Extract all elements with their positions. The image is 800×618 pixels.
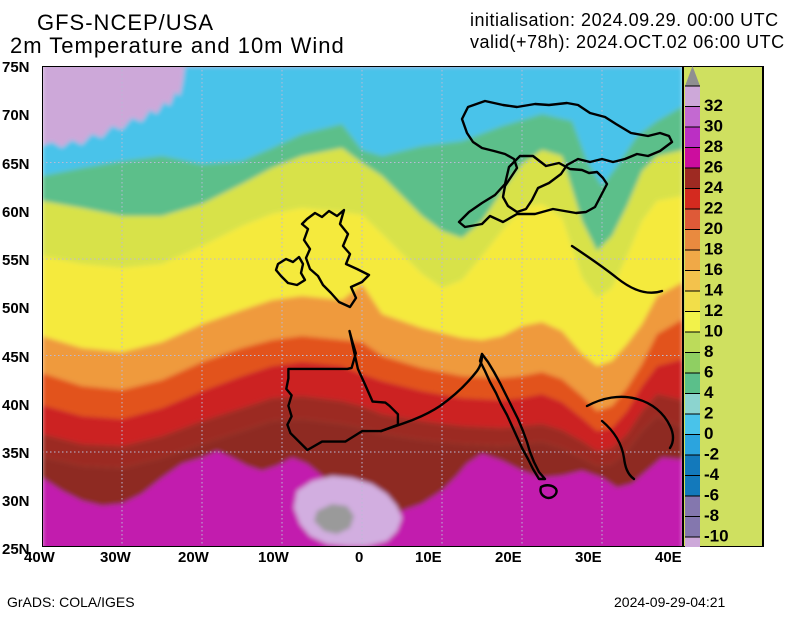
svg-text:20: 20 — [704, 219, 723, 238]
svg-text:28: 28 — [704, 137, 723, 156]
svg-text:10: 10 — [704, 322, 723, 341]
svg-text:30: 30 — [704, 117, 723, 136]
svg-text:-6: -6 — [704, 486, 719, 505]
svg-text:32: 32 — [704, 96, 723, 115]
svg-text:-2: -2 — [704, 445, 719, 464]
svg-text:12: 12 — [704, 301, 723, 320]
svg-text:24: 24 — [704, 178, 723, 197]
svg-text:2: 2 — [704, 404, 713, 423]
svg-text:-10: -10 — [704, 527, 729, 546]
svg-text:-4: -4 — [704, 465, 720, 484]
svg-text:6: 6 — [704, 363, 713, 382]
svg-text:14: 14 — [704, 281, 723, 300]
svg-text:0: 0 — [704, 424, 713, 443]
svg-text:18: 18 — [704, 240, 723, 259]
svg-text:8: 8 — [704, 342, 713, 361]
svg-text:4: 4 — [704, 383, 714, 402]
svg-text:16: 16 — [704, 260, 723, 279]
svg-text:-8: -8 — [704, 506, 719, 525]
svg-text:26: 26 — [704, 158, 723, 177]
svg-text:22: 22 — [704, 199, 723, 218]
